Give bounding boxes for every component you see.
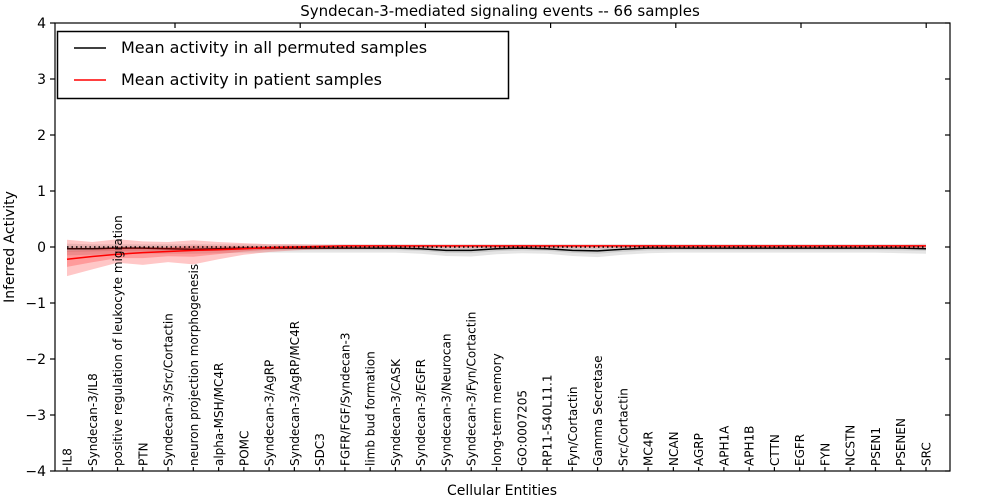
x-category-label: positive regulation of leukocyte migrati…	[111, 215, 125, 466]
x-category-label: APH1A	[717, 425, 731, 466]
y-tick-label: −2	[25, 352, 46, 368]
y-tick-label: 2	[37, 128, 46, 144]
x-category-label: Syndecan-3/CASK	[389, 358, 403, 466]
x-category-label: Src/Cortactin	[616, 388, 630, 466]
y-tick-label: −1	[25, 296, 46, 312]
legend: Mean activity in all permuted samples Me…	[56, 30, 510, 100]
x-category-label: alpha-MSH/MC4R	[212, 363, 226, 466]
x-category-label: AGRP	[692, 433, 706, 466]
legend-box	[56, 30, 510, 100]
x-category-label: Syndecan-3/AgRP	[263, 360, 277, 466]
x-category-label: GO:0007205	[515, 390, 529, 466]
chart-title: Syndecan-3-mediated signaling events -- …	[300, 2, 700, 20]
x-category-label: Syndecan-3/AgRP/MC4R	[288, 321, 302, 466]
x-category-label: Syndecan-3/Neurocan	[440, 334, 454, 466]
x-category-label: limb bud formation	[364, 351, 378, 466]
permuted-mean-line	[67, 247, 927, 252]
x-category-label: Syndecan-3/Src/Cortactin	[162, 313, 176, 466]
x-category-label: Syndecan-3/EGFR	[414, 359, 428, 466]
y-tick-label: 0	[37, 240, 46, 256]
x-category-label: neuron projection morphogenesis	[187, 264, 201, 466]
patient-band-outer	[67, 239, 926, 277]
x-category-label: NCSTN	[844, 425, 858, 466]
x-category-label: CTTN	[768, 434, 782, 466]
x-category-label: RP11-540L11.1	[541, 375, 555, 466]
y-tick-label: −3	[25, 408, 46, 424]
x-category-label: IL8	[61, 448, 75, 466]
x-category-label: APH1B	[743, 426, 757, 466]
y-tick-label: 4	[37, 16, 46, 32]
x-category-label: SDC3	[313, 433, 327, 466]
x-category-label: PTN	[136, 442, 150, 466]
x-axis-label: Cellular Entities	[447, 483, 557, 499]
legend-label-permuted: Mean activity in all permuted samples	[121, 38, 427, 57]
x-category-label: Syndecan-3/IL8	[86, 373, 100, 466]
chart-layers: 4 3 2 1 0 −1 −2 −3 −4 IL8 Syndecan-3/IL8 positive r…	[25, 16, 950, 480]
x-category-label: NCAN	[667, 431, 681, 466]
x-category-label: long-term memory	[490, 353, 504, 466]
y-tick-label: 1	[37, 184, 46, 200]
legend-label-patient: Mean activity in patient samples	[121, 70, 382, 89]
x-category-label: POMC	[237, 431, 251, 466]
x-category-label: Syndecan-3/Fyn/Cortactin	[465, 312, 479, 466]
y-tick-label: 3	[37, 72, 46, 88]
x-category-label: FYN	[818, 443, 832, 466]
x-category-label: PSENEN	[894, 418, 908, 466]
x-category-label: MC4R	[642, 431, 656, 466]
x-category-label: FGFR/FGF/Syndecan-3	[338, 333, 352, 466]
x-category-label: EGFR	[793, 434, 807, 466]
x-category-label: Fyn/Cortactin	[566, 386, 580, 466]
y-tick-label: −4	[25, 464, 46, 480]
x-category-label: Gamma Secretase	[591, 355, 605, 466]
patient-mean-line	[66, 245, 926, 261]
y-axis-label: Inferred Activity	[2, 191, 18, 303]
x-category-label: SRC	[920, 442, 934, 466]
x-category-label: PSEN1	[869, 427, 883, 466]
